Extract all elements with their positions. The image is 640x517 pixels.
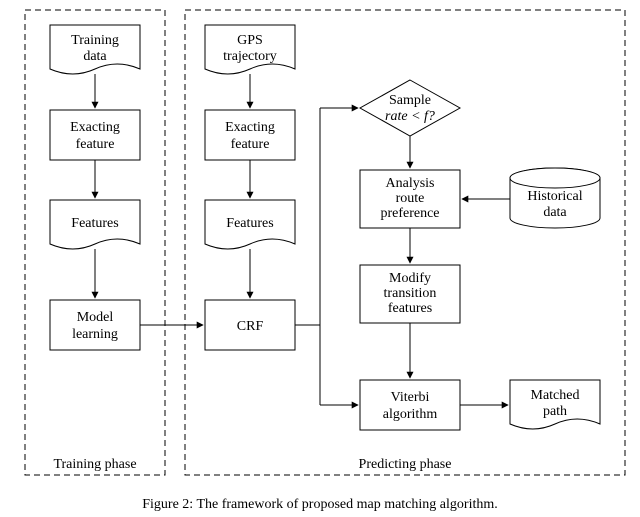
training-phase-label: Training phase [53,457,136,472]
training-exacting-l2: feature [76,137,115,152]
modify-l2: transition [384,286,437,301]
decision-l2: rate < f? [385,109,435,124]
predicting-features-doc: Features [205,200,295,249]
predicting-exacting-l2: feature [231,137,270,152]
training-data-doc: Training data [50,25,140,74]
gps-l1: GPS [237,33,263,48]
analysis-rect: Analysis route preference [360,170,460,228]
predicting-features-label: Features [226,216,273,231]
viterbi-rect: Viterbi algorithm [360,380,460,430]
modify-l1: Modify [389,271,431,286]
predicting-exacting-l1: Exacting [225,120,275,135]
gps-doc: GPS trajectory [205,25,295,74]
predicting-phase-label: Predicting phase [359,457,452,472]
historical-cylinder: Historical data [510,168,600,228]
matched-l1: Matched [531,388,580,403]
training-features-doc: Features [50,200,140,249]
viterbi-l1: Viterbi [391,390,430,405]
model-learning-rect: Model learning [50,300,140,350]
training-features-label: Features [71,216,118,231]
model-learning-l2: learning [72,327,118,342]
figure-caption: Figure 2: The framework of proposed map … [142,497,498,512]
crf-rect: CRF [205,300,295,350]
analysis-l1: Analysis [386,176,435,191]
analysis-l2: route [396,191,425,206]
modify-l3: features [388,301,432,316]
training-exacting-l1: Exacting [70,120,120,135]
viterbi-l2: algorithm [383,407,438,422]
matched-doc: Matched path [510,380,600,429]
diagram-canvas: Training phase Predicting phase Training… [0,0,640,517]
historical-l1: Historical [527,189,582,204]
training-data-l1: Training [71,33,119,48]
training-exacting-rect: Exacting feature [50,110,140,160]
gps-l2: trajectory [223,49,277,64]
historical-l2: data [543,205,567,220]
training-data-l2: data [83,49,107,64]
model-learning-l1: Model [77,310,114,325]
decision-diamond: Sample rate < f? [360,80,460,136]
modify-rect: Modify transition features [360,265,460,323]
predicting-exacting-rect: Exacting feature [205,110,295,160]
decision-l1: Sample [389,93,431,108]
analysis-l3: preference [380,206,439,221]
matched-l2: path [543,404,567,419]
crf-label: CRF [237,319,264,334]
